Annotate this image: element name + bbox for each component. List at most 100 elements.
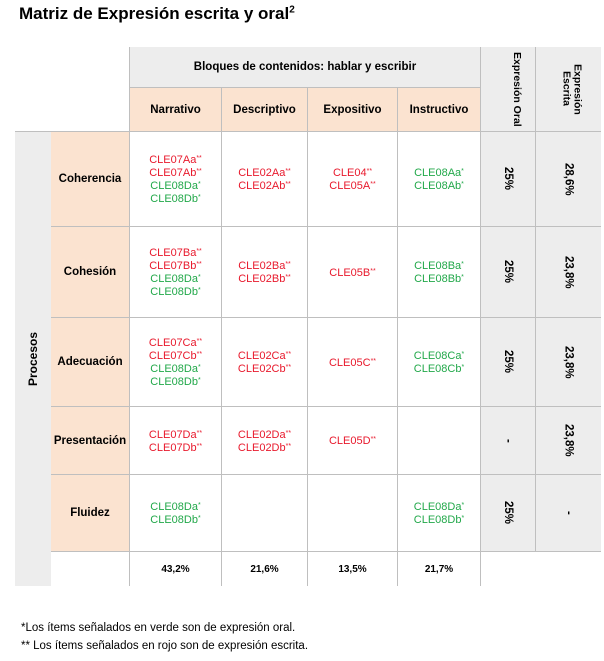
item-code-text: CLE08Ba bbox=[414, 260, 462, 272]
item-code: CLE08Db* bbox=[149, 192, 202, 205]
col-narrativo: Narrativo bbox=[129, 87, 221, 131]
total-value: 43,2% bbox=[161, 563, 190, 575]
escrita-pct-value: 23,8% bbox=[562, 345, 575, 379]
cell-fluidez-descriptivo bbox=[221, 474, 307, 551]
item-code-text: CLE05D bbox=[328, 435, 371, 447]
code-list: CLE07Da** CLE07Db** bbox=[149, 428, 202, 454]
item-code: CLE05B** bbox=[329, 266, 375, 279]
item-code: CLE08Da* bbox=[150, 500, 200, 513]
cell-adecuacion-descriptivo: CLE02Ca** CLE02Cb** bbox=[221, 317, 307, 406]
item-code: CLE07Db** bbox=[149, 441, 202, 454]
item-code: CLE08Aa* bbox=[414, 166, 464, 179]
item-code-mark: ** bbox=[366, 168, 373, 175]
code-list: CLE02Ba** CLE02Bb ** bbox=[238, 259, 291, 285]
item-code: CLE02Ab** bbox=[238, 179, 291, 192]
item-code-mark: * bbox=[197, 194, 201, 201]
code-list: CLE08Ca* CLE08Cb* bbox=[414, 349, 464, 375]
cell-cohesion-instructivo: CLE08Ba* CLE08Bb* bbox=[397, 226, 480, 317]
item-code: CLE07Cb** bbox=[149, 349, 202, 362]
expresion-oral-label: Expresión Oral bbox=[511, 51, 523, 127]
procesos-column: Procesos bbox=[15, 131, 51, 586]
item-code: CLE08Da* bbox=[149, 179, 202, 192]
oral-pct-value: 25% bbox=[502, 501, 514, 525]
item-code-text: CLE07Bb bbox=[149, 260, 197, 272]
escrita-pct-presentacion: 23,8% bbox=[535, 406, 601, 474]
item-code-mark: * bbox=[461, 168, 464, 175]
oral-pct-value: 25% bbox=[502, 167, 514, 191]
row-label-text: Coherencia bbox=[58, 173, 122, 185]
escrita-pct-adecuacion: 23,8% bbox=[535, 317, 601, 406]
title-sup: 2 bbox=[289, 4, 295, 16]
item-code-mark: ** bbox=[370, 436, 377, 443]
code-list: CLE02Da** CLE02Db** bbox=[238, 428, 291, 454]
item-code: CLE02Da** bbox=[238, 428, 291, 441]
item-code-mark: ** bbox=[196, 338, 203, 345]
bloques-header: Bloques de contenidos: hablar y escribir bbox=[129, 47, 480, 87]
item-code-mark: ** bbox=[196, 351, 203, 358]
row-label-coherencia: Coherencia bbox=[51, 131, 129, 226]
item-code-mark: * bbox=[461, 351, 465, 358]
item-code: CLE05A** bbox=[329, 179, 375, 192]
item-code-mark: * bbox=[461, 502, 465, 509]
item-code-text: CLE02Ba bbox=[238, 260, 286, 272]
item-code: CLE02Ca** bbox=[238, 349, 291, 362]
cell-presentacion-instructivo bbox=[397, 406, 480, 474]
code-list: CLE04** CLE05A** bbox=[329, 166, 375, 192]
expresion-escrita-label: Expresión Escrita bbox=[560, 63, 584, 115]
col-instructivo: Instructivo bbox=[397, 87, 480, 131]
item-code-mark: ** bbox=[370, 181, 376, 188]
item-code: CLE02Aa** bbox=[238, 166, 291, 179]
totals-spacer bbox=[51, 551, 129, 586]
item-code-text: CLE02Db bbox=[237, 441, 286, 454]
row-label-cohesion: Cohesión bbox=[51, 226, 129, 317]
oral-pct-adecuacion: 25% bbox=[480, 317, 535, 406]
item-code-mark: * bbox=[197, 364, 201, 371]
row-label-text: Cohesión bbox=[63, 266, 117, 278]
item-code-text: CLE08Db bbox=[150, 376, 198, 388]
item-code-text: CLE08Da bbox=[150, 363, 198, 375]
item-code: CLE05C** bbox=[329, 356, 376, 369]
item-code: CLE08Db* bbox=[149, 375, 202, 388]
oral-pct-value: 25% bbox=[502, 260, 514, 284]
item-code-mark: ** bbox=[370, 357, 377, 365]
cell-adecuacion-narrativo: CLE07Ca** CLE07Cb** CLE08Da* CLE08Db* bbox=[129, 317, 221, 406]
code-list: CLE07Ca** CLE07Cb** CLE08Da* CLE08Db* bbox=[149, 336, 202, 388]
item-code-text: CLE02Cb bbox=[237, 363, 286, 375]
code-list: CLE07Aa** CLE07Ab** CLE08Da* CLE08Db* bbox=[149, 153, 202, 205]
total-value: 13,5% bbox=[338, 563, 367, 575]
row-label-text: Presentación bbox=[53, 434, 127, 447]
item-code: CLE08Bb* bbox=[414, 272, 464, 285]
item-code: CLE04** bbox=[329, 166, 375, 179]
row-label-text: Adecuación bbox=[57, 356, 123, 368]
item-code: CLE02Ba** bbox=[238, 259, 291, 272]
total-expositivo: 13,5% bbox=[307, 551, 397, 586]
item-code-mark: * bbox=[197, 377, 201, 384]
col-expositivo: Expositivo bbox=[307, 87, 397, 131]
escrita-pct-value: 23,8% bbox=[562, 424, 575, 457]
item-code-text: CLE08Ab bbox=[414, 180, 462, 192]
item-code: CLE08Db* bbox=[149, 285, 202, 298]
code-list: CLE05B** bbox=[329, 266, 375, 279]
item-code-text: CLE08Aa bbox=[414, 167, 462, 179]
item-code-text: CLE02Bb bbox=[238, 273, 286, 285]
cell-adecuacion-instructivo: CLE08Ca* CLE08Cb* bbox=[397, 317, 480, 406]
escrita-pct-fluidez: - bbox=[535, 474, 601, 551]
item-code-text: CLE08Da bbox=[413, 501, 462, 513]
code-list: CLE05D** bbox=[329, 434, 376, 447]
escrita-pct-value: 23,8% bbox=[562, 255, 575, 289]
code-list: CLE08Da* CLE08Db* bbox=[150, 500, 200, 526]
item-code-mark: ** bbox=[285, 261, 291, 268]
item-code-text: CLE08Da bbox=[150, 180, 198, 192]
cell-presentacion-expositivo: CLE05D** bbox=[307, 406, 397, 474]
page-title: Matriz de Expresión escrita y oral2 bbox=[19, 4, 295, 24]
item-code-text: CLE07Ab bbox=[149, 167, 197, 179]
item-code: CLE08Db* bbox=[414, 513, 464, 526]
item-code-mark: * bbox=[197, 515, 201, 522]
item-code-text: CLE08Cb bbox=[413, 363, 462, 375]
item-code-text: CLE08Bb bbox=[414, 273, 462, 285]
item-code: CLE08Da* bbox=[149, 362, 202, 375]
cell-cohesion-expositivo: CLE05B** bbox=[307, 226, 397, 317]
cell-adecuacion-expositivo: CLE05C** bbox=[307, 317, 397, 406]
item-code-text: CLE08Db bbox=[150, 286, 198, 298]
item-code: CLE07Bb** bbox=[149, 259, 202, 272]
